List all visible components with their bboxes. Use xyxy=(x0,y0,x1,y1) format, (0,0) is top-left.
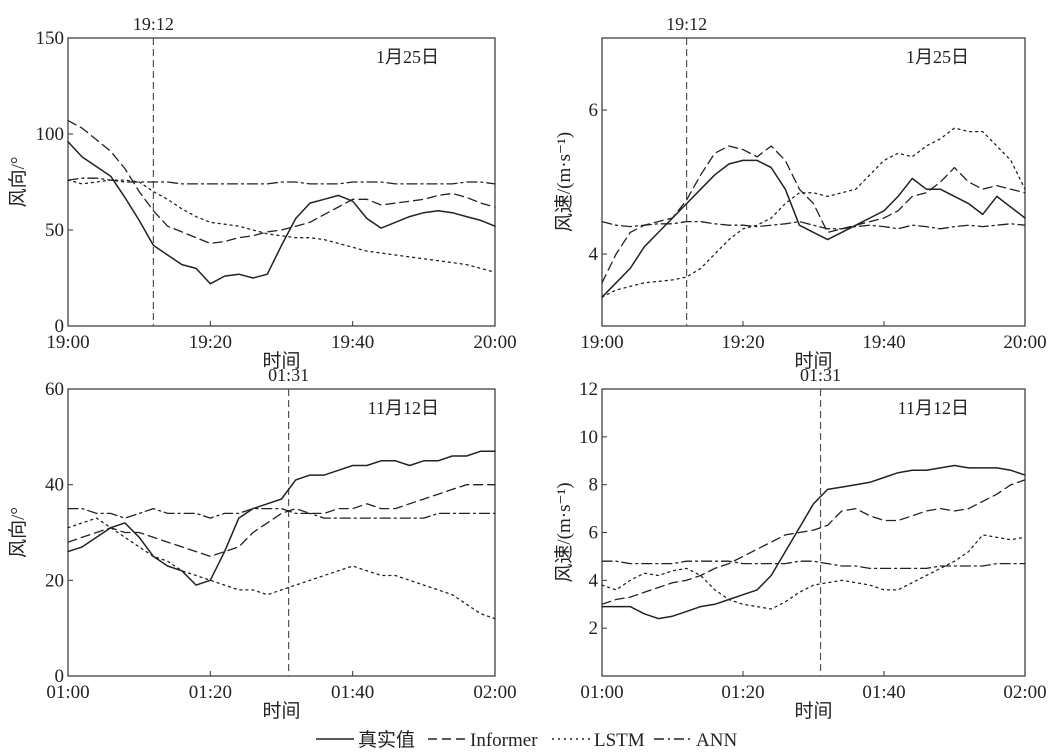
x-tick-label: 19:00 xyxy=(580,332,623,353)
x-tick-label: 01:40 xyxy=(862,682,905,703)
x-tick-label: 01:00 xyxy=(46,682,89,703)
y-tick-label: 12 xyxy=(579,379,598,400)
y-tick-label: 6 xyxy=(589,100,599,121)
marker-time-label: 01:31 xyxy=(268,365,309,385)
series-line-2 xyxy=(67,119,496,245)
date-annotation: 11月12日 xyxy=(368,398,439,418)
y-axis-title: 风向/° xyxy=(7,507,29,558)
legend-label-1: 真实值 xyxy=(358,729,415,751)
series-line-3 xyxy=(67,517,496,620)
x-tick-label: 02:00 xyxy=(473,682,516,703)
series-line-2 xyxy=(601,479,1026,605)
series-line-1 xyxy=(67,450,496,586)
series-line-2 xyxy=(601,145,1026,284)
legend-label-4: ANN xyxy=(696,730,737,751)
x-tick-label: 19:20 xyxy=(189,332,232,353)
legend-label-2: Informer xyxy=(470,730,538,751)
series-line-2 xyxy=(67,484,496,558)
y-tick-label: 50 xyxy=(45,220,64,241)
series-line-4 xyxy=(601,220,1026,230)
marker-time-label: 19:12 xyxy=(133,14,174,34)
x-tick-label: 19:40 xyxy=(862,332,905,353)
y-tick-label: 6 xyxy=(589,523,599,544)
plot-frame xyxy=(601,37,1026,327)
plot-frame xyxy=(67,37,496,327)
series-line-3 xyxy=(601,534,1026,610)
y-tick-label: 4 xyxy=(589,244,599,265)
x-tick-label: 01:40 xyxy=(331,682,374,703)
y-tick-label: 4 xyxy=(589,570,599,591)
series-line-3 xyxy=(67,179,496,273)
y-tick-label: 40 xyxy=(45,475,64,496)
x-tick-label: 01:00 xyxy=(580,682,623,703)
x-axis-title: 时间 xyxy=(262,700,300,722)
x-tick-label: 20:00 xyxy=(473,332,516,353)
date-annotation: 1月25日 xyxy=(906,47,969,67)
y-axis-title: 风向/° xyxy=(7,157,29,208)
series-line-1 xyxy=(601,159,1026,298)
series-line-4 xyxy=(67,507,496,519)
y-axis-title: 风速/(m·s⁻¹) xyxy=(553,482,575,582)
date-annotation: 11月12日 xyxy=(898,398,969,418)
x-tick-label: 20:00 xyxy=(1003,332,1046,353)
y-tick-label: 150 xyxy=(36,28,65,49)
chart-panel-3: 01:00 01:20 01:40 02:00 0 20 40 60 时间 风向/° 01:31 11… xyxy=(7,365,517,722)
x-axis-title: 时间 xyxy=(794,700,832,722)
legend: 真实值 Informer LSTM ANN xyxy=(316,729,737,751)
y-tick-label: 20 xyxy=(45,570,64,591)
date-annotation: 1月25日 xyxy=(376,47,439,67)
series-line-4 xyxy=(67,177,496,185)
y-tick-label: 60 xyxy=(45,379,64,400)
chart-panel-2: 19:00 19:20 19:40 20:00 4 6 时间 风速/(m·s⁻¹) 19:12 1… xyxy=(553,14,1047,372)
y-tick-label: 2 xyxy=(589,618,599,639)
x-tick-label: 01:20 xyxy=(721,682,764,703)
x-tick-label: 19:00 xyxy=(46,332,89,353)
legend-label-3: LSTM xyxy=(594,730,645,751)
plot-frame xyxy=(67,388,496,677)
y-tick-label: 100 xyxy=(36,124,65,145)
series-line-3 xyxy=(601,127,1026,298)
y-tick-label: 8 xyxy=(589,475,599,496)
chart-panel-1: 19:00 19:20 19:40 20:00 0 50 100 150 时间 风向/° 19:12… xyxy=(7,14,517,372)
y-tick-label: 0 xyxy=(55,666,65,687)
plot-frame xyxy=(601,388,1026,677)
series-line-4 xyxy=(601,560,1026,570)
x-tick-label: 01:20 xyxy=(189,682,232,703)
marker-time-label: 01:31 xyxy=(800,365,841,385)
series-line-1 xyxy=(67,140,496,285)
series-line-1 xyxy=(601,464,1026,620)
x-axis-title: 时间 xyxy=(794,350,832,372)
y-tick-label: 10 xyxy=(579,427,598,448)
marker-time-label: 19:12 xyxy=(666,14,707,34)
x-tick-label: 19:40 xyxy=(331,332,374,353)
x-axis-title: 时间 xyxy=(262,350,300,372)
x-tick-label: 02:00 xyxy=(1003,682,1046,703)
y-tick-label: 0 xyxy=(55,316,65,337)
x-tick-label: 19:20 xyxy=(721,332,764,353)
chart-panel-4: 01:00 01:20 01:40 02:00 2 4 6 8 10 12 时间 风速/(m·s⁻¹)… xyxy=(553,365,1047,722)
y-axis-title: 风速/(m·s⁻¹) xyxy=(553,132,575,232)
